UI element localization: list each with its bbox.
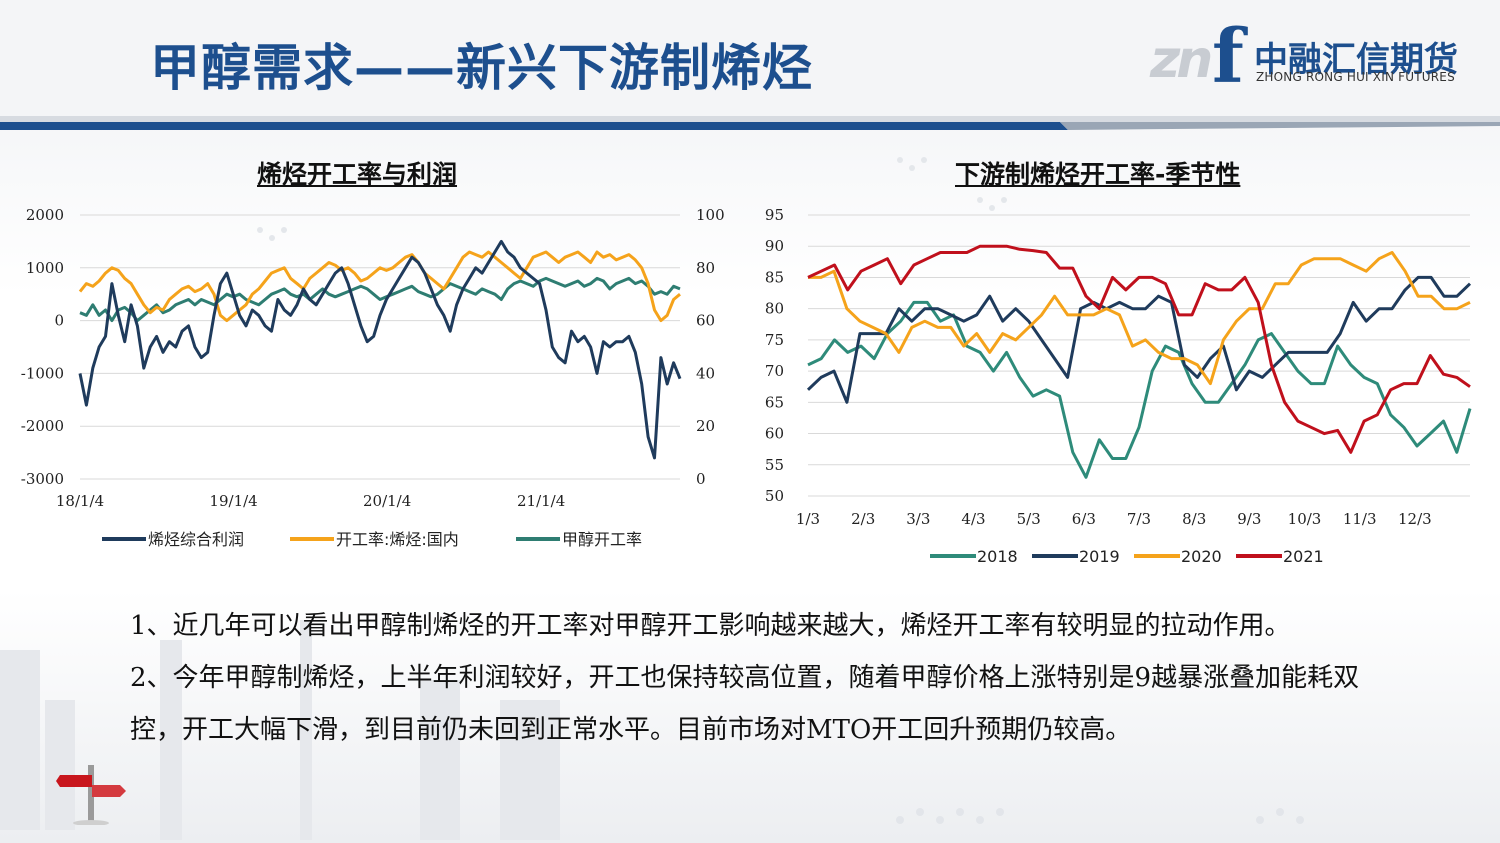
- legend-label: 开工率:烯烃:国内: [336, 530, 459, 549]
- x-tick-label: 7/3: [1127, 510, 1151, 528]
- y-tick-label: 95: [765, 206, 784, 224]
- y-right-tick-label: 60: [696, 312, 715, 330]
- paragraph-1: 1、近几年可以看出甲醇制烯烃的开工率对甲醇开工影响越来越大，烯烃开工率有较明显的…: [130, 611, 1291, 641]
- x-tick-label: 8/3: [1182, 510, 1206, 528]
- y-left-tick-label: 0: [54, 312, 64, 330]
- y-right-tick-label: 100: [696, 206, 725, 224]
- chart-seasonal-operating-rate: 95 90 85 80 75 70 65 60 55 50 1/3 2/3 3/3 4/3 5/3 6/3 7/…: [765, 206, 1472, 566]
- series-line-2018: [807, 300, 1472, 479]
- series-line-3: [79, 276, 681, 323]
- series-line-2: [78, 250, 681, 323]
- logo-mark: zn: [1150, 30, 1213, 90]
- x-tick-label: 4/3: [961, 510, 985, 528]
- paragraph-2: 2、今年甲醇制烯烃，上半年利润较好，开工也保持较高位置，随着甲醇价格上涨特别是9…: [130, 663, 1360, 745]
- chart-title-olefin-profit: 烯烃开工率与利润: [257, 160, 458, 189]
- body-text: 1、近几年可以看出甲醇制烯烃的开工率对甲醇开工影响越来越大，烯烃开工率有较明显的…: [130, 600, 1410, 756]
- y-tick-label: 90: [765, 237, 784, 255]
- legend-label: 甲醇开工率: [562, 530, 642, 549]
- series-line-2020: [808, 251, 1471, 386]
- series-line-2021: [807, 244, 1471, 454]
- legend-label: 烯烃综合利润: [148, 530, 244, 549]
- chart-title-seasonal: 下游制烯烃开工率-季节性: [955, 160, 1241, 189]
- y-left-tick-label: 2000: [26, 206, 64, 224]
- y-right-tick-label: 0: [696, 470, 706, 488]
- x-tick-label: 11/3: [1343, 510, 1377, 528]
- page-title: 甲醇需求——新兴下游制烯烃: [150, 39, 813, 97]
- chart-olefin-operating-rate-profit: 2000 1000 0 -1000 -2000 -3000 100 80 60 40 20 0 18/1…: [21, 206, 725, 549]
- x-tick-label: 1/3: [796, 510, 820, 528]
- x-tick-label: 19/1/4: [209, 492, 257, 510]
- legend-label: 2021: [1283, 547, 1324, 566]
- y-right-tick-label: 40: [696, 364, 715, 382]
- y-tick-label: 50: [765, 487, 784, 505]
- series-line-2019: [806, 275, 1472, 404]
- y-tick-label: 75: [765, 331, 784, 349]
- y-tick-label: 60: [765, 425, 784, 443]
- x-tick-label: 20/1/4: [363, 492, 411, 510]
- legend-label: 2019: [1079, 547, 1120, 566]
- y-left-tick-label: -2000: [21, 417, 64, 435]
- y-tick-label: 70: [765, 362, 784, 380]
- x-tick-label: 6/3: [1072, 510, 1096, 528]
- y-tick-label: 65: [765, 393, 784, 411]
- header-band: [0, 0, 1500, 130]
- logo-english-name: ZHONG RONG HUI XIN FUTURES: [1256, 70, 1455, 84]
- legend-label: 2018: [977, 547, 1018, 566]
- series-line-1: [78, 239, 682, 460]
- x-tick-label: 12/3: [1398, 510, 1432, 528]
- y-left-tick-label: 1000: [26, 259, 64, 277]
- y-tick-label: 80: [765, 300, 784, 318]
- logo-chinese-name: 中融汇信期货: [1254, 40, 1458, 80]
- x-tick-label: 10/3: [1288, 510, 1322, 528]
- x-tick-label: 5/3: [1017, 510, 1041, 528]
- y-right-tick-label: 80: [696, 259, 715, 277]
- x-tick-label: 2/3: [851, 510, 875, 528]
- x-tick-label: 18/1/4: [56, 492, 104, 510]
- x-tick-label: 9/3: [1237, 510, 1261, 528]
- y-tick-label: 55: [765, 456, 784, 474]
- y-right-tick-label: 20: [696, 417, 715, 435]
- x-tick-label: 3/3: [906, 510, 930, 528]
- signpost-icon: [56, 765, 126, 825]
- x-tick-label: 21/1/4: [517, 492, 565, 510]
- y-left-tick-label: -1000: [21, 364, 64, 382]
- y-left-tick-label: -3000: [21, 470, 64, 488]
- legend-label: 2020: [1181, 547, 1222, 566]
- company-logo: zn f 中融汇信期货 ZHONG RONG HUI XIN FUTURES: [1150, 14, 1480, 100]
- y-tick-label: 85: [765, 268, 784, 286]
- logo-f-glyph: f: [1212, 14, 1244, 100]
